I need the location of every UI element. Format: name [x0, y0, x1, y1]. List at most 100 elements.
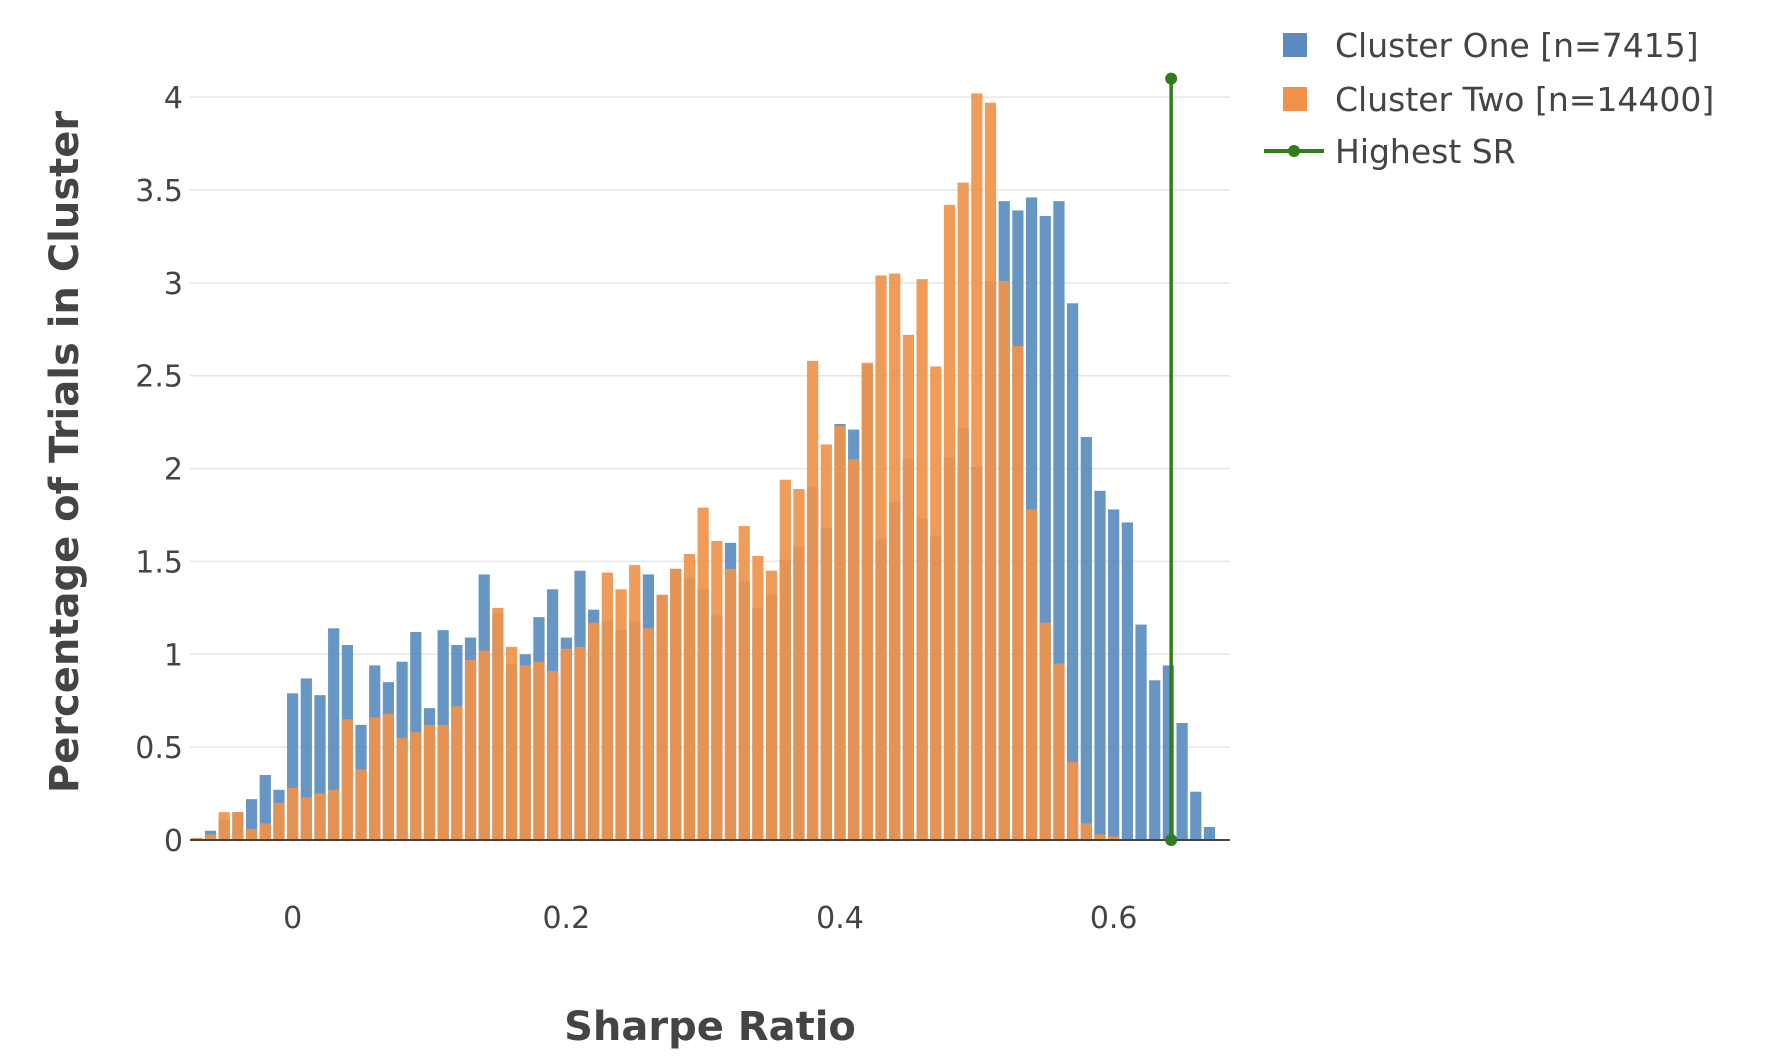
cluster-two-bar: [875, 275, 887, 840]
cluster-one-bar: [1053, 201, 1065, 841]
cluster-two-bar: [547, 671, 559, 840]
cluster-two-bars: [191, 93, 1120, 841]
cluster-two-bar: [245, 828, 258, 840]
y-tick-label: 4: [164, 81, 183, 116]
cluster-two-bar: [889, 273, 901, 841]
highest-sr-marker: [1165, 72, 1178, 85]
y-tick-label: 1: [164, 638, 183, 673]
legend-label-cluster-one: Cluster One [n=7415]: [1335, 26, 1699, 65]
cluster-two-bar: [273, 802, 285, 840]
legend-swatch-cluster-one: [1283, 33, 1307, 57]
cluster-two-bar: [560, 648, 572, 840]
x-axis-title: Sharpe Ratio: [564, 1004, 856, 1050]
cluster-two-bar: [451, 706, 463, 840]
cluster-two-bar: [232, 812, 244, 840]
cluster-two-bar: [943, 204, 956, 840]
cluster-two-bar: [861, 362, 873, 840]
cluster-two-bar: [711, 541, 723, 840]
cluster-two-bar: [204, 834, 217, 840]
cluster-one-bar: [1080, 437, 1092, 840]
cluster-one-bar: [287, 693, 299, 840]
cluster-two-bar: [957, 182, 969, 841]
legend-item-highest-sr[interactable]: Highest SR: [1264, 132, 1516, 171]
cluster-two-bar: [218, 812, 230, 840]
cluster-two-bar: [601, 572, 613, 840]
cluster-two-bar: [1053, 663, 1065, 840]
cluster-two-bar: [807, 360, 819, 840]
cluster-two-bar: [259, 823, 271, 840]
highest-sr-marker: [1165, 834, 1178, 846]
cluster-two-bar: [848, 459, 860, 840]
legend-item-cluster-two[interactable]: Cluster Two [n=14400]: [1283, 80, 1714, 119]
cluster-one-bar: [1149, 680, 1161, 840]
legend-item-cluster-one[interactable]: Cluster One [n=7415]: [1283, 26, 1699, 65]
x-tick-label: 0.6: [1090, 901, 1138, 936]
cluster-two-bar: [410, 732, 422, 840]
cluster-two-bar: [1067, 762, 1079, 840]
cluster-two-bar: [396, 737, 408, 840]
cluster-one-bar: [1039, 216, 1051, 840]
cluster-one-bar: [300, 678, 312, 840]
cluster-two-bar: [656, 594, 668, 840]
cluster-two-bar: [834, 425, 846, 840]
highest-sr-line: [1165, 72, 1178, 846]
cluster-two-bar: [314, 793, 326, 840]
x-tick-label: 0.4: [816, 901, 864, 936]
cluster-one-bar: [1094, 490, 1106, 840]
y-axis-ticks: 0 0.5 1 1.5 2 2.5 3 3.5 4: [135, 81, 183, 859]
y-tick-label: 2.5: [135, 360, 183, 395]
cluster-two-bar: [300, 797, 312, 840]
cluster-two-bar: [423, 724, 436, 840]
cluster-two-bar: [752, 555, 764, 840]
cluster-two-bar: [437, 724, 449, 840]
cluster-one-bar: [1203, 827, 1216, 840]
cluster-one-bar: [1176, 723, 1188, 840]
cluster-two-bar: [738, 526, 750, 840]
cluster-two-bar: [765, 570, 778, 840]
cluster-two-bar: [793, 489, 805, 840]
legend-swatch-highest-sr-marker: [1288, 145, 1300, 157]
grid-lines: [190, 96, 1230, 748]
cluster-two-bar: [533, 661, 545, 840]
cluster-two-bar: [930, 366, 942, 840]
cluster-two-bar: [1025, 509, 1038, 840]
cluster-one-bar: [1190, 791, 1202, 840]
cluster-two-bar: [670, 568, 682, 840]
cluster-two-bar: [341, 719, 353, 840]
cluster-two-bar: [369, 717, 381, 840]
cluster-one-bar: [1135, 624, 1147, 840]
cluster-one-bar: [1067, 303, 1079, 840]
legend-label-highest-sr: Highest SR: [1335, 132, 1516, 171]
y-tick-label: 3: [164, 267, 183, 302]
cluster-two-bar: [464, 659, 477, 840]
x-tick-label: 0.2: [542, 901, 590, 936]
cluster-two-bar: [902, 334, 915, 840]
cluster-two-bar: [916, 279, 928, 841]
cluster-two-bar: [287, 788, 299, 840]
cluster-two-bar: [1039, 622, 1051, 840]
legend: Cluster One [n=7415] Cluster Two [n=1440…: [1264, 26, 1714, 171]
cluster-two-bar: [1012, 346, 1024, 840]
y-tick-label: 3.5: [135, 174, 183, 209]
cluster-one-bar: [1162, 665, 1175, 840]
cluster-two-bar: [984, 102, 997, 840]
cluster-one-bar: [328, 628, 340, 840]
cluster-two-bar: [642, 628, 655, 840]
cluster-two-bar: [519, 665, 531, 840]
cluster-two-bar: [588, 622, 600, 840]
cluster-two-bar: [355, 769, 367, 840]
cluster-one-bar: [259, 775, 271, 840]
x-tick-label: 0: [283, 901, 302, 936]
cluster-two-bar: [328, 789, 340, 840]
cluster-two-bar: [629, 565, 641, 840]
cluster-two-bar: [382, 713, 395, 840]
cluster-one-bar: [1121, 522, 1133, 840]
cluster-two-bar: [971, 93, 983, 840]
cluster-two-bar: [478, 650, 490, 840]
cluster-two-bar: [820, 444, 832, 840]
cluster-two-bar: [724, 568, 737, 840]
cluster-two-bar: [779, 479, 791, 840]
cluster-two-bar: [1080, 823, 1092, 840]
y-axis-title: Percentage of Trials in Cluster: [42, 111, 88, 794]
